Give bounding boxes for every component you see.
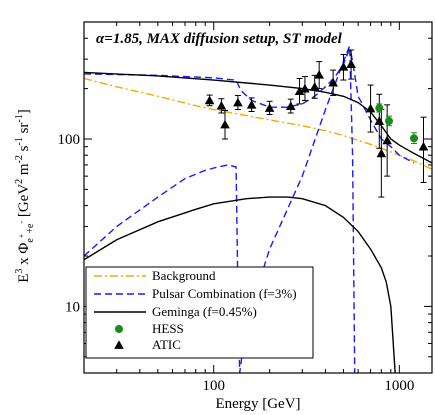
y-axis-title-sub: e bbox=[25, 238, 36, 243]
y-axis-title-m: m bbox=[16, 163, 32, 179]
atic-marker bbox=[365, 103, 376, 113]
atic-point bbox=[338, 53, 349, 81]
atic-marker bbox=[233, 97, 243, 107]
legend-label-geminga-f-0-45: Geminga (f=0.45%) bbox=[152, 304, 257, 319]
atic-point bbox=[216, 98, 227, 114]
legend-entry-geminga-f-0-45: Geminga (f=0.45%) bbox=[94, 304, 257, 319]
atic-marker bbox=[346, 59, 356, 68]
x-tick-label-1000: 1000 bbox=[384, 378, 414, 394]
y-axis-title-units: [GeV bbox=[16, 184, 32, 221]
legend-label-background: Background bbox=[152, 268, 216, 283]
atic-marker bbox=[314, 69, 324, 79]
y-axis-title-sup5: -1 bbox=[14, 114, 25, 122]
atic-point bbox=[418, 116, 429, 183]
atic-point bbox=[285, 98, 296, 114]
y-axis-title-sup1: 3 bbox=[14, 269, 25, 274]
legend-entry-pulsar-combination-f-3: Pulsar Combination (f=3%) bbox=[94, 286, 297, 301]
hess-marker bbox=[385, 117, 394, 126]
atic-marker bbox=[418, 141, 429, 151]
y-axis-title-mid: x Φ bbox=[16, 243, 32, 269]
y-axis-title-subsup2: - bbox=[17, 221, 26, 224]
atic-marker bbox=[220, 119, 230, 129]
hess-point bbox=[385, 115, 394, 127]
atic-point bbox=[300, 76, 310, 101]
atic-marker bbox=[216, 100, 227, 110]
y-axis-title-sup3: -2 bbox=[14, 155, 25, 163]
legend-swatch-atic bbox=[114, 340, 124, 349]
atic-marker bbox=[204, 95, 215, 105]
atic-point bbox=[220, 110, 230, 140]
y-axis-title-subplus: +e bbox=[25, 223, 36, 234]
y-axis-title-sup2: 2 bbox=[14, 179, 25, 184]
legend-label-atic: ATIC bbox=[152, 337, 181, 352]
atic-point bbox=[309, 74, 320, 99]
atic-point bbox=[294, 77, 305, 105]
y-axis-title-sr: sr bbox=[16, 123, 32, 138]
atic-point bbox=[246, 97, 257, 112]
x-axis-title: Energy [GeV] bbox=[215, 396, 300, 412]
y-axis-title-s: s bbox=[16, 145, 32, 155]
y-tick-label-10: 10 bbox=[65, 299, 80, 315]
major-ticks bbox=[84, 22, 432, 373]
atic-point bbox=[314, 61, 324, 90]
plot-title: α=1.85, MAX diffusion setup, ST model bbox=[96, 31, 343, 47]
legend-swatch-hess bbox=[115, 325, 123, 333]
legend-entry-atic: ATIC bbox=[114, 337, 181, 352]
atic-marker bbox=[285, 101, 296, 111]
hess-point bbox=[375, 103, 384, 113]
tick-labels: 100 1000 10 100 bbox=[58, 132, 415, 394]
legend-entry-hess: HESS bbox=[115, 321, 184, 336]
atic-point bbox=[382, 104, 392, 177]
atic-point bbox=[346, 49, 356, 80]
atic-point bbox=[328, 69, 338, 96]
atic-marker bbox=[338, 61, 349, 71]
y-axis-title-main: E bbox=[16, 274, 32, 283]
atic-point bbox=[365, 84, 376, 133]
legend: Background Pulsar Combination (f=3%) Gemin… bbox=[85, 266, 314, 359]
legend-entry-background: Background bbox=[94, 268, 216, 283]
plot-frame bbox=[83, 21, 433, 374]
atic-marker bbox=[264, 103, 275, 112]
atic-marker bbox=[300, 83, 310, 93]
atic-point bbox=[264, 100, 275, 116]
hess-point bbox=[410, 132, 419, 144]
atic-point bbox=[204, 94, 215, 107]
y-axis-title: E3 x Φe++e- [GeV2 m-2 s-1 sr-1] bbox=[14, 109, 36, 283]
atic-point bbox=[233, 94, 243, 111]
y-axis-title-close: ] bbox=[16, 109, 32, 114]
y-axis-title-subsup1: + bbox=[17, 233, 26, 238]
points-layer bbox=[204, 49, 429, 198]
series-pulsar-combination-upper-branch bbox=[84, 48, 415, 164]
atic-marker bbox=[294, 86, 305, 96]
y-axis-title-sup4: -1 bbox=[14, 137, 25, 145]
atic-marker bbox=[328, 77, 338, 87]
atic-marker bbox=[374, 116, 385, 125]
series-total-background-geminga bbox=[84, 71, 432, 164]
legend-label-hess: HESS bbox=[152, 321, 184, 336]
atic-marker bbox=[309, 82, 320, 91]
atic-marker bbox=[246, 100, 257, 109]
x-tick-label-100: 100 bbox=[202, 378, 225, 394]
series-background bbox=[84, 77, 432, 170]
series-geminga-f-0-45 bbox=[84, 196, 396, 373]
hess-marker bbox=[410, 134, 419, 143]
atic-marker bbox=[382, 135, 392, 145]
y-tick-label-100: 100 bbox=[58, 132, 81, 148]
atic-marker bbox=[376, 148, 387, 158]
hess-marker bbox=[375, 104, 384, 113]
legend-label-pulsar-combination-f-3: Pulsar Combination (f=3%) bbox=[152, 286, 297, 301]
